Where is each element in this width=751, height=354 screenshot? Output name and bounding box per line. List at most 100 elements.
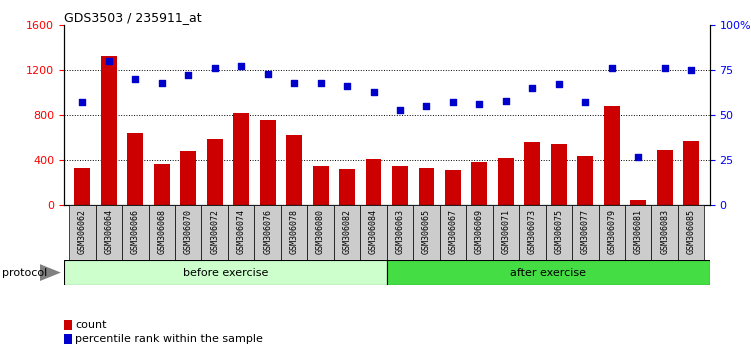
Bar bbox=[630, 200, 646, 205]
Bar bbox=[392, 166, 408, 205]
Point bbox=[659, 65, 671, 71]
Bar bbox=[413, 205, 439, 283]
Point bbox=[526, 85, 538, 91]
Bar bbox=[657, 150, 673, 205]
Bar bbox=[74, 168, 90, 205]
Point bbox=[182, 73, 195, 78]
Point bbox=[209, 65, 221, 71]
Bar bbox=[175, 205, 201, 283]
Bar bbox=[493, 205, 519, 283]
Text: GSM306064: GSM306064 bbox=[104, 209, 113, 254]
Bar bbox=[625, 205, 651, 283]
Bar bbox=[255, 205, 281, 283]
Bar bbox=[307, 205, 334, 283]
Point bbox=[103, 58, 115, 64]
Text: GSM306080: GSM306080 bbox=[316, 209, 325, 254]
Bar bbox=[234, 113, 249, 205]
Point bbox=[288, 80, 300, 85]
Bar bbox=[122, 205, 149, 283]
Point bbox=[261, 71, 273, 76]
Bar bbox=[678, 205, 704, 283]
Text: GSM306083: GSM306083 bbox=[660, 209, 669, 254]
Bar bbox=[201, 205, 228, 283]
Point bbox=[553, 81, 565, 87]
Text: GSM306063: GSM306063 bbox=[396, 209, 405, 254]
Text: GSM306072: GSM306072 bbox=[210, 209, 219, 254]
Bar bbox=[472, 162, 487, 205]
Bar bbox=[154, 164, 170, 205]
Text: GSM306065: GSM306065 bbox=[422, 209, 431, 254]
Point bbox=[685, 67, 697, 73]
Bar bbox=[599, 205, 625, 283]
Polygon shape bbox=[40, 264, 61, 281]
Point bbox=[235, 63, 247, 69]
Point bbox=[606, 65, 618, 71]
Bar bbox=[360, 205, 387, 283]
Bar bbox=[149, 205, 175, 283]
Point bbox=[341, 83, 353, 89]
Text: GSM306076: GSM306076 bbox=[263, 209, 272, 254]
Point bbox=[632, 154, 644, 159]
Text: GSM306079: GSM306079 bbox=[608, 209, 617, 254]
Point bbox=[315, 80, 327, 85]
Point bbox=[77, 99, 89, 105]
Bar bbox=[281, 205, 307, 283]
Bar bbox=[95, 205, 122, 283]
Bar bbox=[578, 156, 593, 205]
Bar bbox=[286, 135, 302, 205]
Bar bbox=[207, 139, 222, 205]
Text: GSM306067: GSM306067 bbox=[448, 209, 457, 254]
Bar bbox=[387, 260, 710, 285]
Bar bbox=[466, 205, 493, 283]
Text: percentile rank within the sample: percentile rank within the sample bbox=[75, 334, 263, 344]
Bar bbox=[572, 205, 599, 283]
Bar bbox=[545, 205, 572, 283]
Text: count: count bbox=[75, 320, 107, 330]
Bar bbox=[524, 142, 540, 205]
Bar bbox=[339, 169, 355, 205]
Point bbox=[579, 99, 591, 105]
Text: GSM306077: GSM306077 bbox=[581, 209, 590, 254]
Text: GSM306078: GSM306078 bbox=[290, 209, 299, 254]
Bar bbox=[312, 166, 328, 205]
Bar bbox=[260, 120, 276, 205]
Bar bbox=[418, 168, 434, 205]
Text: GSM306085: GSM306085 bbox=[686, 209, 695, 254]
Bar bbox=[64, 320, 72, 330]
Point bbox=[421, 103, 433, 109]
Bar bbox=[128, 133, 143, 205]
Bar bbox=[439, 205, 466, 283]
Text: GSM306069: GSM306069 bbox=[475, 209, 484, 254]
Bar bbox=[180, 151, 196, 205]
Bar bbox=[683, 141, 699, 205]
Text: GSM306066: GSM306066 bbox=[131, 209, 140, 254]
Point bbox=[500, 98, 512, 103]
Text: GSM306062: GSM306062 bbox=[78, 209, 87, 254]
Text: GSM306073: GSM306073 bbox=[528, 209, 537, 254]
Bar bbox=[387, 205, 413, 283]
Point bbox=[447, 99, 459, 105]
Bar bbox=[101, 56, 116, 205]
Point bbox=[367, 89, 379, 95]
Bar bbox=[228, 205, 255, 283]
Point bbox=[473, 101, 485, 107]
Bar bbox=[651, 205, 678, 283]
Text: GSM306075: GSM306075 bbox=[554, 209, 563, 254]
Text: before exercise: before exercise bbox=[182, 268, 268, 278]
Bar bbox=[519, 205, 545, 283]
Bar bbox=[551, 144, 567, 205]
Bar bbox=[64, 260, 387, 285]
Point bbox=[155, 80, 167, 85]
Text: GSM306081: GSM306081 bbox=[634, 209, 643, 254]
Text: GSM306070: GSM306070 bbox=[184, 209, 193, 254]
Bar bbox=[334, 205, 360, 283]
Point bbox=[394, 107, 406, 113]
Text: GSM306074: GSM306074 bbox=[237, 209, 246, 254]
Bar bbox=[69, 205, 95, 283]
Text: GSM306071: GSM306071 bbox=[502, 209, 511, 254]
Bar bbox=[64, 334, 72, 344]
Text: GSM306084: GSM306084 bbox=[369, 209, 378, 254]
Text: GSM306082: GSM306082 bbox=[342, 209, 351, 254]
Bar bbox=[445, 170, 461, 205]
Bar bbox=[498, 158, 514, 205]
